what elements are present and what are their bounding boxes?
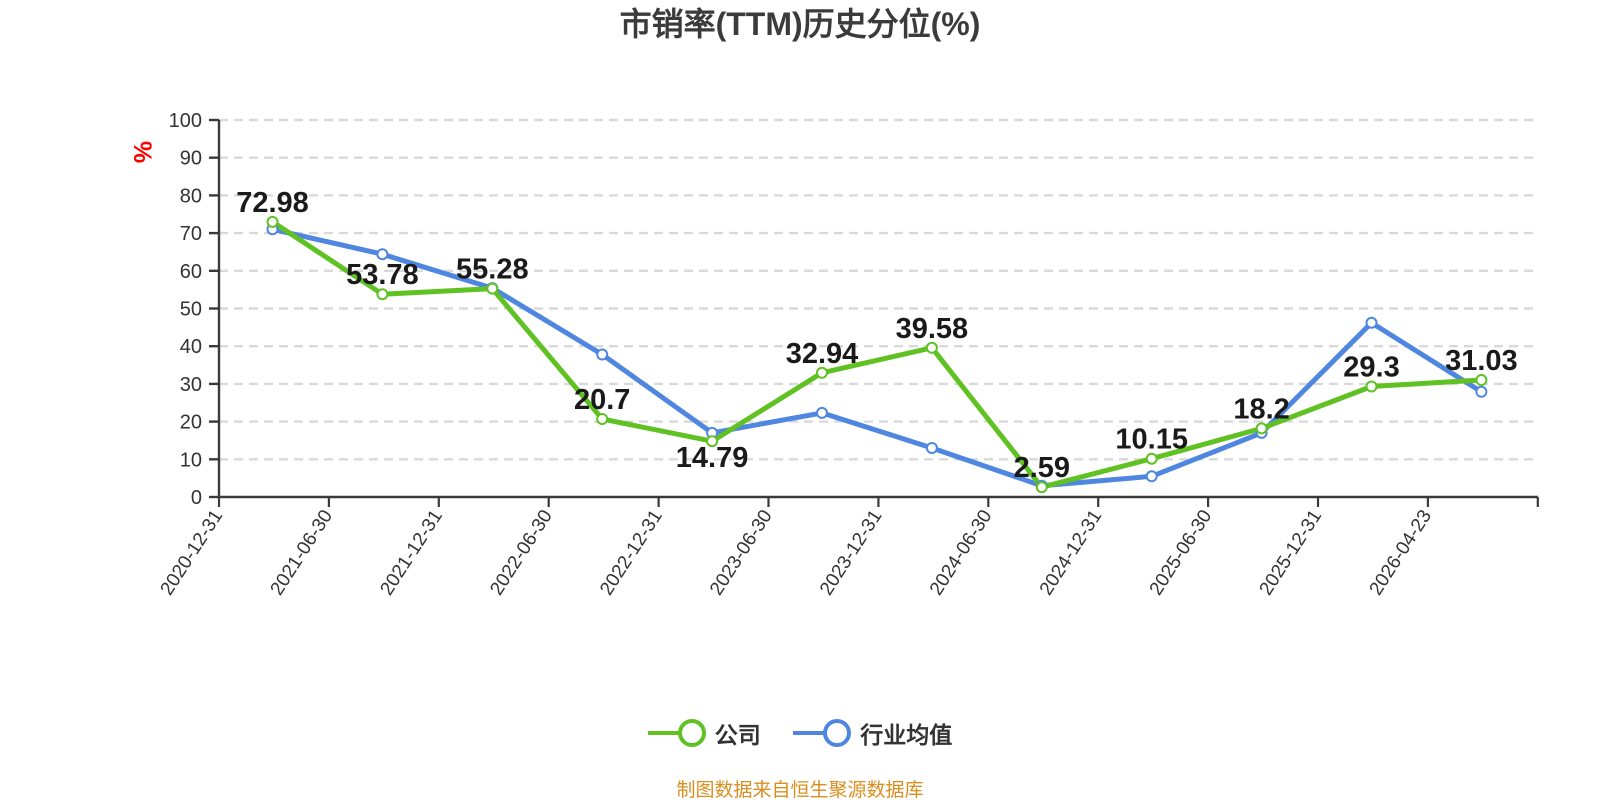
svg-text:18.2: 18.2	[1233, 393, 1289, 425]
svg-text:2022-12-31: 2022-12-31	[596, 506, 667, 599]
svg-text:30: 30	[180, 374, 202, 396]
svg-text:72.98: 72.98	[236, 187, 309, 219]
svg-text:70: 70	[180, 223, 202, 245]
svg-text:10: 10	[180, 449, 202, 471]
svg-text:2021-06-30: 2021-06-30	[267, 506, 338, 599]
svg-text:10.15: 10.15	[1115, 424, 1188, 456]
svg-text:80: 80	[180, 185, 202, 207]
svg-text:2022-06-30: 2022-06-30	[486, 506, 557, 599]
svg-text:60: 60	[180, 261, 202, 283]
svg-text:90: 90	[180, 148, 202, 170]
svg-text:20.7: 20.7	[574, 384, 630, 416]
svg-text:0: 0	[191, 487, 202, 509]
svg-text:2020-12-31: 2020-12-31	[157, 506, 228, 599]
svg-text:2021-12-31: 2021-12-31	[376, 506, 447, 599]
svg-text:2025-06-30: 2025-06-30	[1146, 506, 1217, 599]
svg-text:20: 20	[180, 412, 202, 434]
svg-text:31.03: 31.03	[1445, 345, 1518, 377]
svg-text:29.3: 29.3	[1343, 352, 1399, 384]
svg-text:2024-06-30: 2024-06-30	[926, 506, 997, 599]
svg-text:100: 100	[169, 110, 202, 132]
svg-text:2023-06-30: 2023-06-30	[706, 506, 777, 599]
svg-text:55.28: 55.28	[456, 254, 529, 286]
svg-text:2024-12-31: 2024-12-31	[1036, 506, 1107, 599]
svg-text:2025-12-31: 2025-12-31	[1256, 506, 1327, 599]
svg-text:53.78: 53.78	[346, 259, 419, 291]
svg-text:2.59: 2.59	[1014, 452, 1070, 484]
svg-text:32.94: 32.94	[786, 338, 859, 370]
svg-text:14.79: 14.79	[676, 442, 749, 474]
svg-text:40: 40	[180, 336, 202, 358]
svg-text:39.58: 39.58	[896, 313, 969, 345]
svg-text:2023-12-31: 2023-12-31	[816, 506, 887, 599]
svg-text:2026-04-23: 2026-04-23	[1366, 506, 1437, 599]
svg-text:50: 50	[180, 299, 202, 321]
